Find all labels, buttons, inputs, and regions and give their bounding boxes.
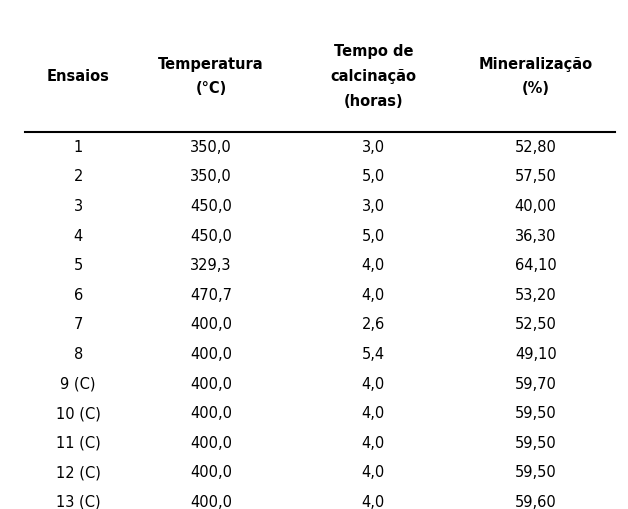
Text: 4,0: 4,0	[362, 435, 385, 450]
Text: 40,00: 40,00	[515, 199, 557, 214]
Text: 13 (C): 13 (C)	[56, 494, 100, 509]
Text: 3,0: 3,0	[362, 199, 385, 214]
Text: 5: 5	[73, 258, 83, 273]
Text: 400,0: 400,0	[190, 376, 232, 391]
Text: 9 (C): 9 (C)	[60, 376, 96, 391]
Text: 59,50: 59,50	[515, 435, 556, 450]
Text: 2: 2	[73, 169, 83, 184]
Text: 4: 4	[73, 228, 83, 243]
Text: Tempo de
calcinação
(horas): Tempo de calcinação (horas)	[330, 44, 416, 108]
Text: 3: 3	[73, 199, 83, 214]
Text: 64,10: 64,10	[515, 258, 556, 273]
Text: 52,50: 52,50	[515, 317, 556, 332]
Text: 11 (C): 11 (C)	[56, 435, 100, 450]
Text: 329,3: 329,3	[190, 258, 232, 273]
Text: 470,7: 470,7	[190, 287, 232, 302]
Text: 4,0: 4,0	[362, 494, 385, 509]
Text: 400,0: 400,0	[190, 464, 232, 479]
Text: 12 (C): 12 (C)	[56, 464, 100, 479]
Text: 5,4: 5,4	[362, 346, 385, 361]
Text: 36,30: 36,30	[515, 228, 556, 243]
Text: 400,0: 400,0	[190, 435, 232, 450]
Text: 4,0: 4,0	[362, 464, 385, 479]
Text: 350,0: 350,0	[190, 139, 232, 155]
Text: 6: 6	[73, 287, 83, 302]
Text: 53,20: 53,20	[515, 287, 556, 302]
Text: 2,6: 2,6	[362, 317, 385, 332]
Text: 59,70: 59,70	[515, 376, 556, 391]
Text: 3,0: 3,0	[362, 139, 385, 155]
Text: 8: 8	[73, 346, 83, 361]
Text: Ensaios: Ensaios	[47, 69, 110, 84]
Text: 4,0: 4,0	[362, 258, 385, 273]
Text: 7: 7	[73, 317, 83, 332]
Text: 4,0: 4,0	[362, 405, 385, 420]
Text: 1: 1	[73, 139, 83, 155]
Text: 400,0: 400,0	[190, 405, 232, 420]
Text: 59,50: 59,50	[515, 464, 556, 479]
Text: 400,0: 400,0	[190, 317, 232, 332]
Text: 5,0: 5,0	[362, 169, 385, 184]
Text: 10 (C): 10 (C)	[56, 405, 100, 420]
Text: 450,0: 450,0	[190, 199, 232, 214]
Text: 49,10: 49,10	[515, 346, 556, 361]
Text: 400,0: 400,0	[190, 346, 232, 361]
Text: 4,0: 4,0	[362, 287, 385, 302]
Text: 59,50: 59,50	[515, 405, 556, 420]
Text: 400,0: 400,0	[190, 494, 232, 509]
Text: 59,60: 59,60	[515, 494, 556, 509]
Text: 4,0: 4,0	[362, 376, 385, 391]
Text: Temperatura
(°C): Temperatura (°C)	[158, 56, 264, 96]
Text: 350,0: 350,0	[190, 169, 232, 184]
Text: 5,0: 5,0	[362, 228, 385, 243]
Text: 57,50: 57,50	[515, 169, 556, 184]
Text: Mineralização
(%): Mineralização (%)	[479, 56, 593, 96]
Text: 450,0: 450,0	[190, 228, 232, 243]
Text: 52,80: 52,80	[515, 139, 556, 155]
